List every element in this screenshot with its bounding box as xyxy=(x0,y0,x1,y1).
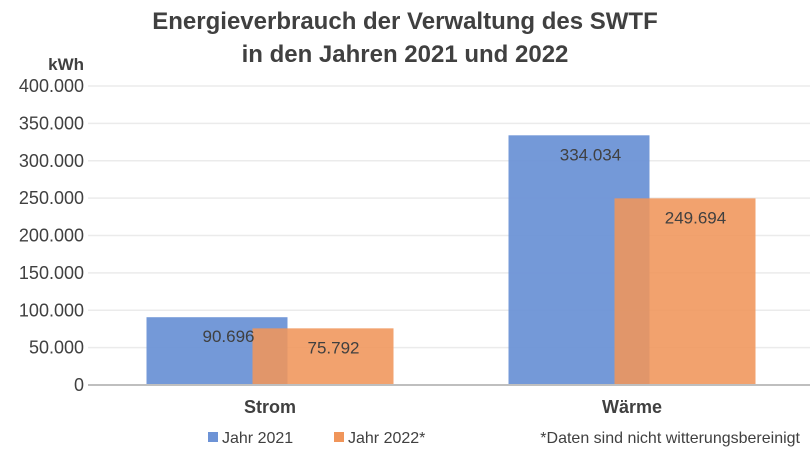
y-axis-ticks: 0 50.000 100.000 150.000 200.000 250.000 300.0… xyxy=(19,76,84,395)
legend: Jahr 2021 Jahr 2022* *Daten sind nicht w… xyxy=(208,430,801,447)
y-axis-label: kWh xyxy=(48,55,84,74)
data-label: 334.034 xyxy=(560,145,621,164)
footnote-annotation: *Daten sind nicht witterungsbereinigt xyxy=(540,430,800,447)
y-tick-label: 100.000 xyxy=(19,300,84,320)
gridlines xyxy=(88,85,810,349)
x-category-label: Wärme xyxy=(602,397,662,417)
data-label: 249.694 xyxy=(665,208,726,227)
y-tick-label: 350.000 xyxy=(19,113,84,133)
y-tick-label: 50.000 xyxy=(29,338,84,358)
data-labels: 90.696 75.792 334.034 249.694 xyxy=(203,145,727,357)
data-label: 75.792 xyxy=(308,338,360,357)
legend-label-jahr-2021: Jahr 2021 xyxy=(222,430,293,447)
y-tick-label: 0 xyxy=(74,375,84,395)
chart-title-line-1: Energieverbrauch der Verwaltung des SWTF xyxy=(152,8,657,35)
chart-title-line-2: in den Jahren 2021 und 2022 xyxy=(242,41,569,68)
y-tick-label: 250.000 xyxy=(19,188,84,208)
bar-waerme-2022 xyxy=(614,198,756,385)
x-axis-categories: Strom Wärme xyxy=(244,397,662,417)
bars xyxy=(146,135,756,385)
legend-label-jahr-2022: Jahr 2022* xyxy=(348,430,425,447)
y-tick-label: 150.000 xyxy=(19,263,84,283)
x-category-label: Strom xyxy=(244,397,296,417)
legend-swatch-jahr-2022 xyxy=(334,432,344,442)
data-label: 90.696 xyxy=(203,327,255,346)
y-tick-label: 300.000 xyxy=(19,151,84,171)
y-tick-label: 400.000 xyxy=(19,76,84,96)
y-tick-label: 200.000 xyxy=(19,226,84,246)
bar-strom-2022 xyxy=(252,328,394,385)
legend-swatch-jahr-2021 xyxy=(208,432,218,442)
